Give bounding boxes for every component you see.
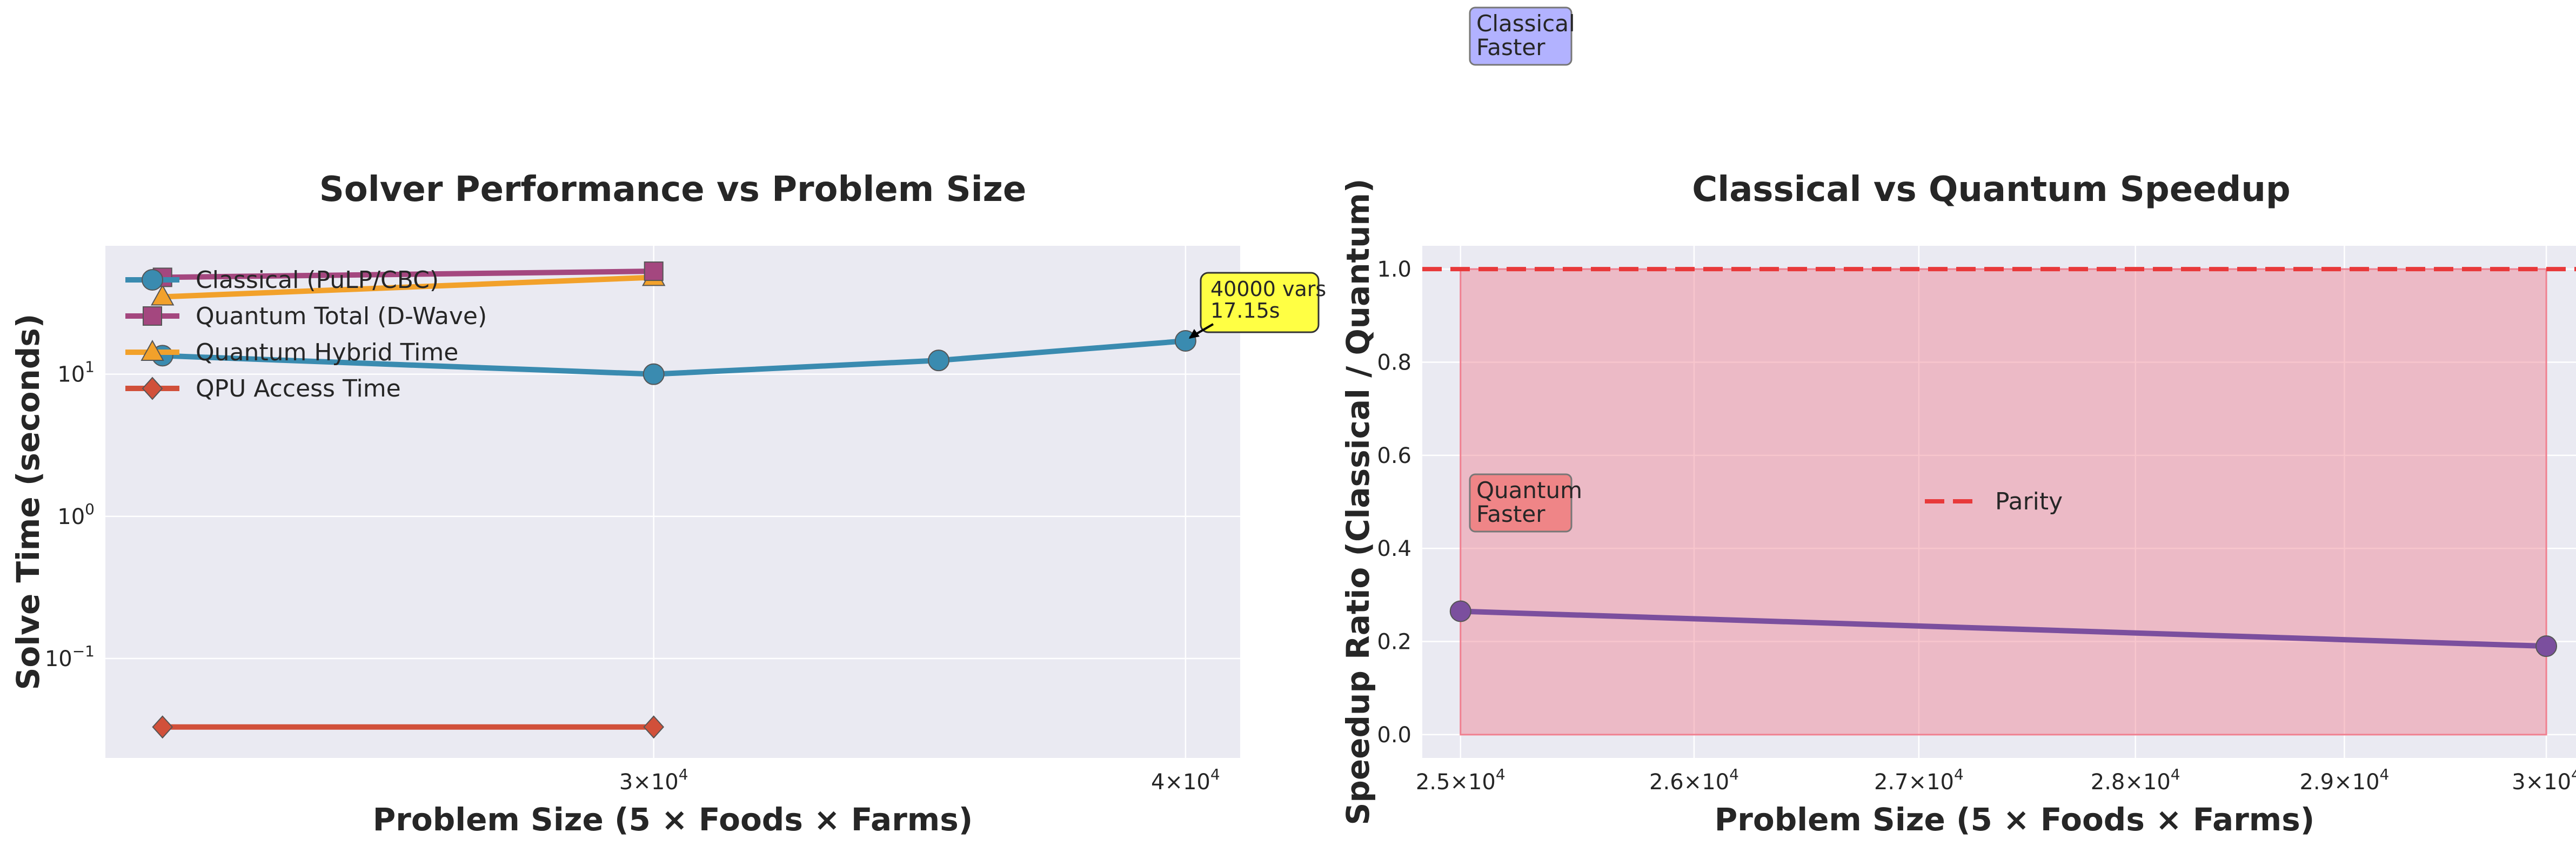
data-point (1449, 600, 1471, 622)
legend-marker (142, 377, 163, 400)
y-tick-label: 10−1 (45, 642, 95, 671)
series-right (1449, 600, 2558, 657)
chart-solver-performance: Solver Performance vs Problem Size Probl… (10, 170, 1326, 838)
x-tick-label: 2.5×104 (1416, 765, 1506, 795)
ticks-left: 10−1 100 101 3×104 4×104 (45, 358, 1220, 795)
data-point (928, 350, 950, 372)
legend-label: Classical (PuLP/CBC) (196, 266, 439, 294)
fill-region-right (1460, 268, 2547, 736)
plot-area-right (1422, 246, 2576, 758)
x-tick-label: 2.8×104 (2091, 765, 2180, 795)
legend-right: Parity (1925, 488, 2063, 515)
chart-title-right: Classical vs Quantum Speedup (1692, 170, 2290, 210)
legend-label: Quantum Total (D-Wave) (196, 303, 487, 330)
y-axis-label-left: Solve Time (seconds) (10, 314, 46, 690)
legend-label: QPU Access Time (196, 375, 401, 402)
legend-label: Quantum Hybrid Time (196, 339, 458, 366)
data-point (152, 715, 173, 739)
region-label-text: Faster (1476, 501, 1545, 527)
legend-label: Parity (1995, 488, 2063, 515)
legend-marker (143, 306, 162, 326)
x-tick-label: 4×104 (1151, 765, 1220, 795)
data-point (151, 284, 175, 306)
annotation-text: 17.15s (1210, 299, 1280, 323)
y-tick-label: 101 (57, 358, 95, 387)
plot-area-left (105, 246, 1240, 758)
y-tick-label: 1.0 (1377, 257, 1411, 282)
series-line (1460, 608, 2547, 649)
data-point (643, 715, 665, 739)
fill-region (1460, 268, 2547, 736)
legend-marker (142, 269, 163, 291)
region-label-text: Quantum (1476, 477, 1582, 503)
ticks-right: 0.0 0.2 0.4 0.6 0.8 1.0 2.5×104 2.6×104 2.7×104 2… (1377, 257, 2576, 795)
data-point (2535, 635, 2558, 657)
y-axis-label-right: Speedup Ratio (Classical / Quantum) (1340, 179, 1376, 825)
legend-left: Classical (PuLP/CBC) Quantum Total (D-Wav… (125, 266, 487, 402)
y-tick-label: 0.0 (1377, 723, 1411, 748)
y-tick-label: 100 (57, 500, 95, 529)
x-tick-label: 2.7×104 (1874, 765, 1964, 795)
chart-speedup: Classical vs Quantum Speedup Problem Siz… (1340, 6, 2576, 838)
x-axis-label-left: Problem Size (5 × Foods × Farms) (373, 801, 973, 838)
chart-title-left: Solver Performance vs Problem Size (319, 170, 1027, 210)
series-line (162, 338, 1186, 377)
y-tick-label: 0.4 (1377, 536, 1411, 561)
x-tick-label: 2.9×104 (2299, 765, 2389, 795)
annotation-box (1200, 272, 1320, 333)
series-line (162, 274, 654, 300)
annotation-arrowhead (1188, 329, 1200, 339)
series-line (162, 268, 654, 280)
x-tick-label: 3×104 (2512, 765, 2576, 795)
data-point (644, 261, 664, 281)
region-label-box (1469, 6, 1573, 66)
x-tick-label: 3×104 (619, 765, 688, 795)
y-tick-label: 0.2 (1377, 630, 1411, 655)
y-tick-label: 0.6 (1377, 444, 1411, 468)
y-tick-label: 0.8 (1377, 350, 1411, 375)
legend-marker (140, 339, 164, 361)
annotation-text: 40000 vars (1210, 277, 1326, 301)
region-label-text: Classical (1476, 10, 1575, 37)
data-point (643, 363, 665, 385)
region-label-text: Faster (1476, 34, 1545, 61)
x-axis-label-right: Problem Size (5 × Foods × Farms) (1715, 801, 2315, 838)
x-tick-label: 2.6×104 (1649, 765, 1739, 795)
region-label-box (1469, 473, 1573, 533)
